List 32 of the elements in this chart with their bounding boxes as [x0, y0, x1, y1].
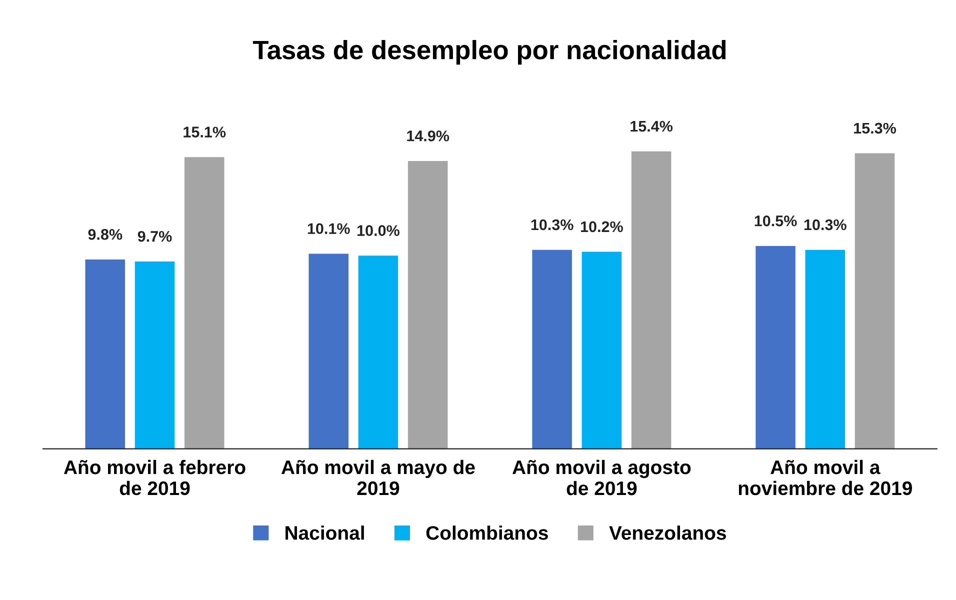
data-label: 10.0%	[358, 225, 400, 236]
data-label: 10.5%	[754, 216, 797, 226]
data-label: 10.2%	[580, 221, 623, 232]
data-label: 9.7%	[138, 230, 172, 242]
bar	[532, 250, 572, 449]
x-tick-label: Año movil a noviembre de 2019	[738, 460, 912, 496]
x-tick-label: Año movil a agosto de 2019	[512, 460, 691, 496]
data-label: 14.9%	[407, 130, 450, 142]
data-label: 10.3%	[531, 219, 574, 230]
bar	[85, 260, 126, 449]
x-tick-label: Año movil a febrero de 2019	[64, 460, 246, 496]
bar	[408, 161, 448, 449]
data-label: 10.3%	[804, 219, 846, 230]
x-tick-label: Año movil a mayo de 2019	[281, 460, 475, 496]
bar	[134, 261, 175, 449]
bar	[756, 246, 796, 449]
bar	[805, 250, 846, 449]
bar	[308, 254, 348, 449]
bar	[582, 252, 622, 449]
legend-label: Colombianos	[426, 526, 548, 540]
chart-title: Tasas de desempleo por nacionalidad	[252, 40, 726, 65]
legend-label: Nacional	[286, 526, 364, 540]
data-label: 15.3%	[854, 122, 896, 134]
legend-label: Venezolanos	[609, 526, 726, 540]
bar	[854, 153, 895, 449]
data-label: 15.4%	[630, 120, 673, 132]
bar	[631, 151, 672, 449]
data-label: 9.8%	[88, 229, 122, 240]
bar	[184, 157, 224, 449]
data-label: 15.1%	[184, 126, 226, 138]
bar	[358, 256, 398, 449]
data-label: 10.1%	[308, 223, 350, 234]
